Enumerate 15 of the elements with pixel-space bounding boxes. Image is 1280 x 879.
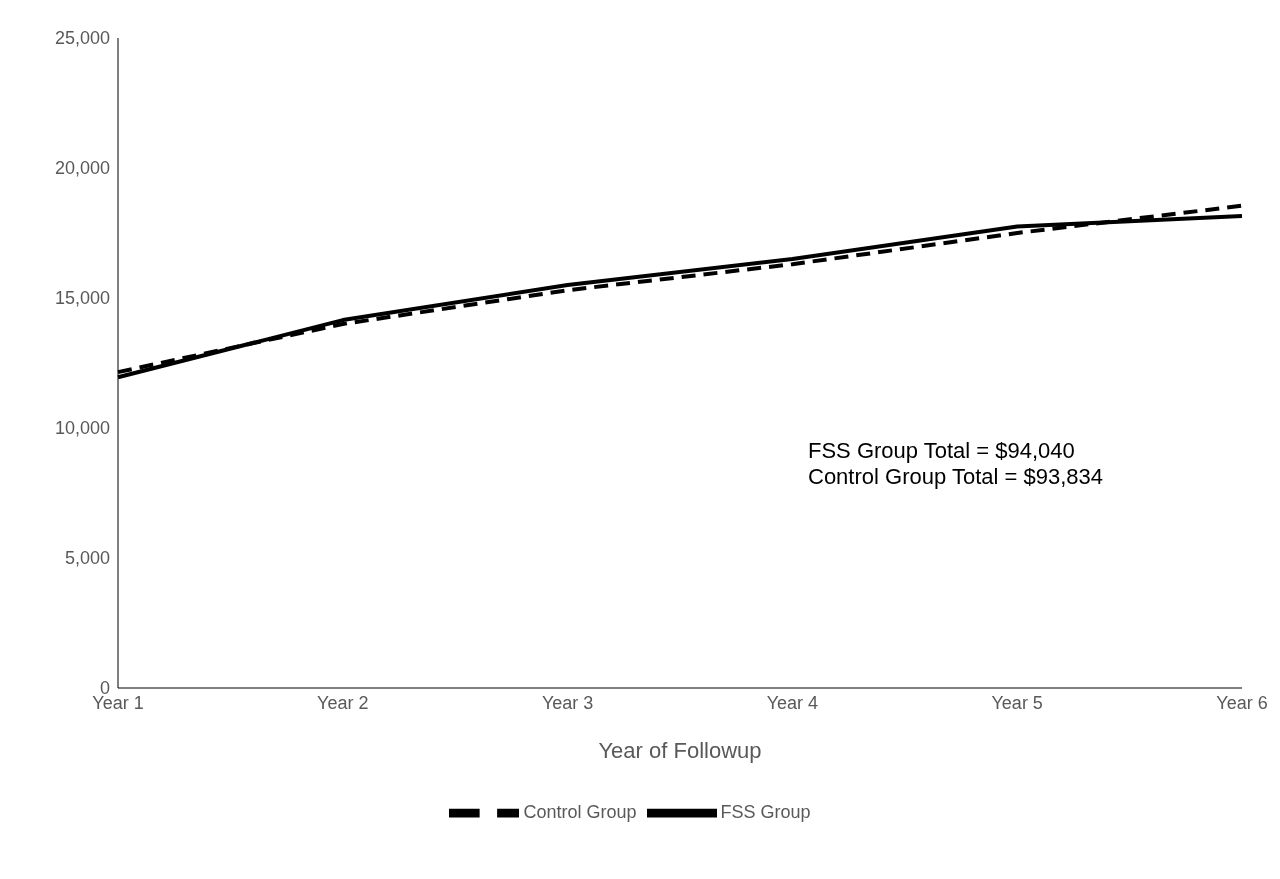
y-tick-label: 15,000 xyxy=(54,288,110,309)
x-tick-label: Year 6 xyxy=(1216,692,1268,713)
legend-label: Control Group xyxy=(523,801,637,822)
annotation: FSS Group Total = $94,040 xyxy=(808,438,1075,463)
y-tick-label: 20,000 xyxy=(54,158,110,179)
x-axis-title: Year of Followup xyxy=(598,738,762,763)
x-tick-label: Year 3 xyxy=(541,692,594,713)
y-tick-label: 5,000 xyxy=(64,548,110,569)
x-tick-label: Year 4 xyxy=(766,692,819,713)
x-tick-label: Year 2 xyxy=(317,692,369,713)
y-tick-label: 10,000 xyxy=(54,418,110,439)
y-tick-label: 25,000 xyxy=(54,28,110,49)
legend-label: FSS Group xyxy=(720,801,811,822)
x-tick-label: Year 5 xyxy=(991,692,1043,713)
annotation: Control Group Total = $93,834 xyxy=(808,464,1103,489)
